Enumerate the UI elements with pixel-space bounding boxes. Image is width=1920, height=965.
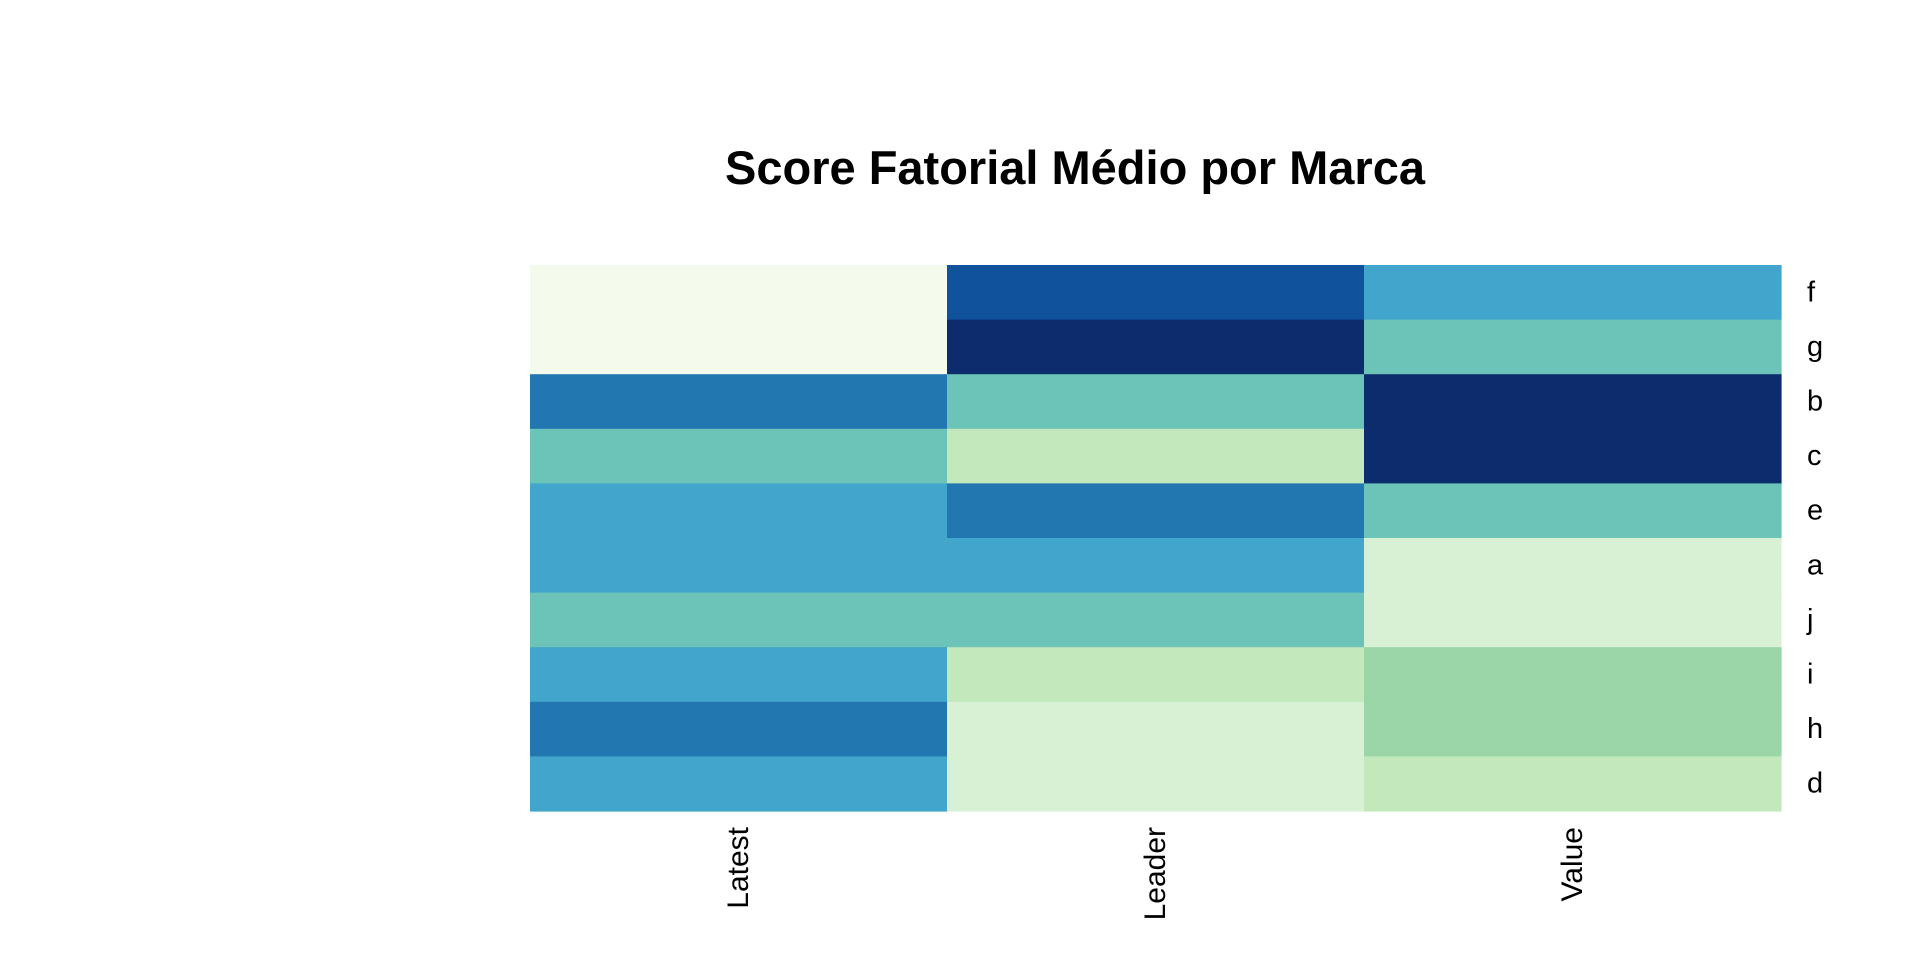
row-label-h: h — [1807, 713, 1823, 745]
row-label-g: g — [1807, 331, 1823, 363]
row-label-b: b — [1807, 386, 1823, 418]
heatmap-cell-f-leader — [947, 265, 1365, 321]
heatmap-cell-i-leader — [947, 647, 1365, 703]
heatmap-cell-j-leader — [947, 592, 1365, 648]
row-label-j: j — [1806, 604, 1813, 636]
heatmap-cell-h-value — [1364, 701, 1782, 757]
row-label-d: d — [1807, 768, 1823, 800]
heatmap-cell-d-value — [1364, 756, 1782, 812]
heatmap-cell-c-latest — [530, 428, 948, 484]
heatmap-cell-g-value — [1364, 319, 1782, 375]
heatmap-cell-h-latest — [530, 701, 948, 757]
column-label-leader: Leader — [1139, 827, 1172, 920]
heatmap-cell-j-latest — [530, 592, 948, 648]
heatmap-cell-f-latest — [530, 265, 948, 321]
heatmap-cell-i-latest — [530, 647, 948, 703]
heatmap-cell-g-leader — [947, 319, 1365, 375]
heatmap-cell-e-latest — [530, 483, 948, 539]
heatmap-cell-g-latest — [530, 319, 948, 375]
heatmap-cell-b-latest — [530, 374, 948, 430]
heatmap-cell-a-latest — [530, 538, 948, 594]
heatmap-cell-b-leader — [947, 374, 1365, 430]
heatmap-cells — [530, 265, 1782, 812]
heatmap-cell-e-value — [1364, 483, 1782, 539]
heatmap-cell-a-value — [1364, 538, 1782, 594]
heatmap-cell-d-leader — [947, 756, 1365, 812]
row-label-a: a — [1807, 549, 1824, 581]
heatmap-cell-f-value — [1364, 265, 1782, 321]
column-labels: Latest Leader Value — [722, 826, 1589, 920]
row-label-e: e — [1807, 495, 1823, 527]
heatmap-cell-c-leader — [947, 428, 1365, 484]
row-label-i: i — [1807, 659, 1813, 691]
chart-title: Score Fatorial Médio por Marca — [725, 141, 1425, 194]
row-label-f: f — [1807, 276, 1816, 308]
heatmap-cell-a-leader — [947, 538, 1365, 594]
heatmap-cell-h-leader — [947, 701, 1365, 757]
column-label-latest: Latest — [722, 826, 755, 908]
heatmap-cell-c-value — [1364, 428, 1782, 484]
heatmap-cell-b-value — [1364, 374, 1782, 430]
heatmap-cell-j-value — [1364, 592, 1782, 648]
heatmap-cell-d-latest — [530, 756, 948, 812]
row-label-c: c — [1807, 440, 1822, 472]
heatmap-cell-e-leader — [947, 483, 1365, 539]
heatmap-cell-i-value — [1364, 647, 1782, 703]
column-label-value: Value — [1556, 827, 1589, 902]
